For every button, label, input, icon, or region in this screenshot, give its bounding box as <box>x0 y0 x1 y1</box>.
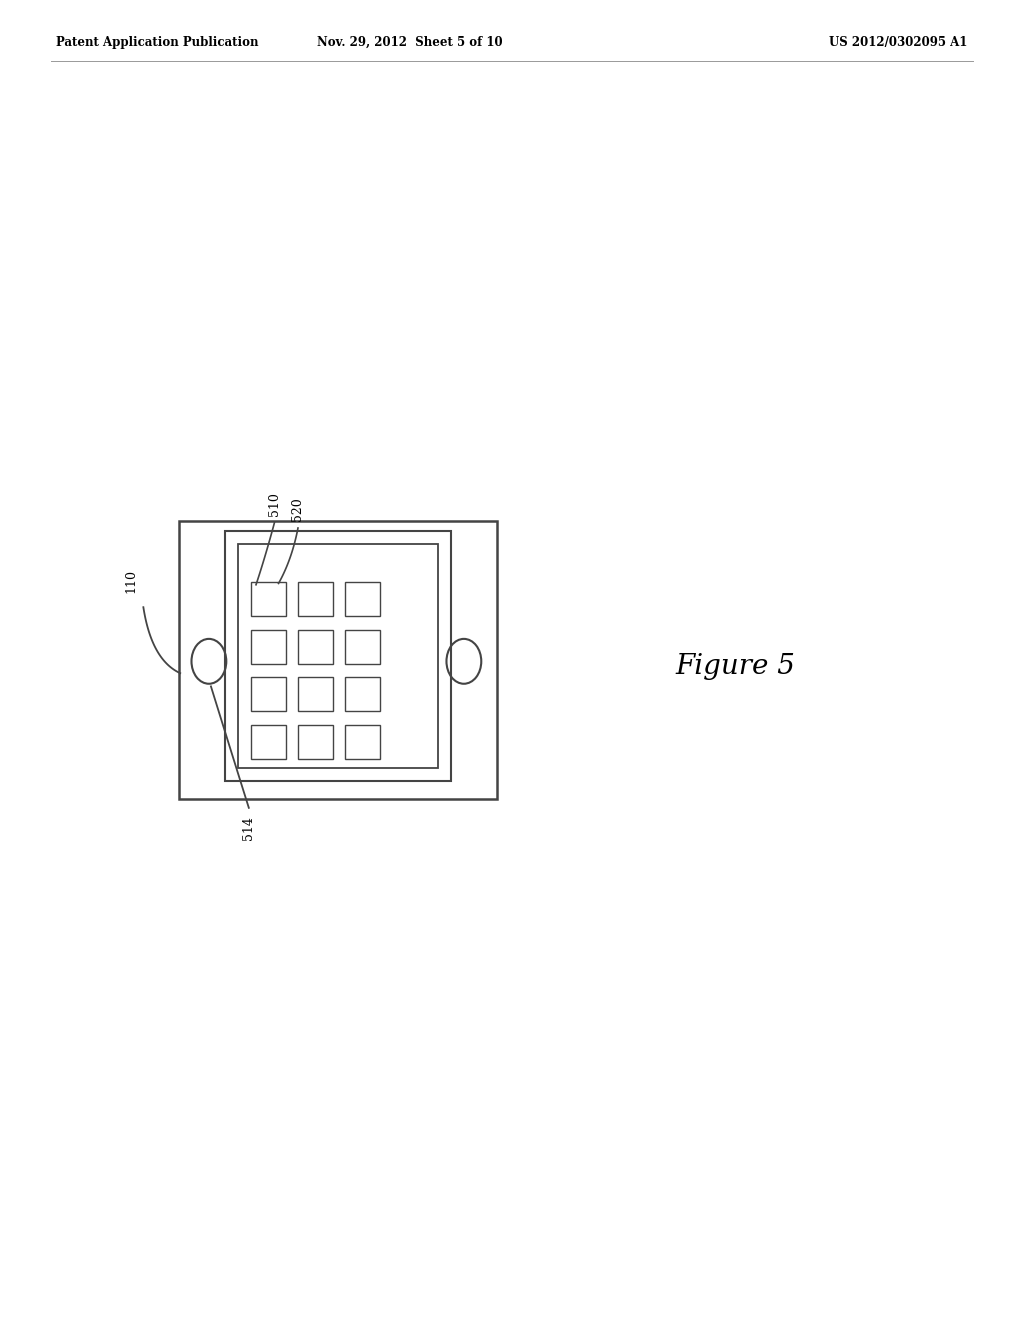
Bar <box>345 582 380 616</box>
Text: 110: 110 <box>125 569 137 593</box>
Bar <box>251 630 286 664</box>
Bar <box>251 582 286 616</box>
Bar <box>251 725 286 759</box>
Bar <box>345 630 380 664</box>
Bar <box>298 725 333 759</box>
Text: 510: 510 <box>268 492 281 516</box>
Bar <box>345 677 380 711</box>
Text: US 2012/0302095 A1: US 2012/0302095 A1 <box>829 36 968 49</box>
Bar <box>179 521 497 799</box>
Text: 520: 520 <box>292 498 304 521</box>
Text: Figure 5: Figure 5 <box>676 653 796 680</box>
Bar <box>238 544 438 768</box>
Bar <box>225 531 451 781</box>
Bar <box>298 677 333 711</box>
Text: Patent Application Publication: Patent Application Publication <box>56 36 259 49</box>
Bar <box>345 725 380 759</box>
Text: 514: 514 <box>243 816 255 840</box>
Text: Nov. 29, 2012  Sheet 5 of 10: Nov. 29, 2012 Sheet 5 of 10 <box>316 36 503 49</box>
Bar <box>251 677 286 711</box>
Bar <box>298 582 333 616</box>
Bar <box>298 630 333 664</box>
